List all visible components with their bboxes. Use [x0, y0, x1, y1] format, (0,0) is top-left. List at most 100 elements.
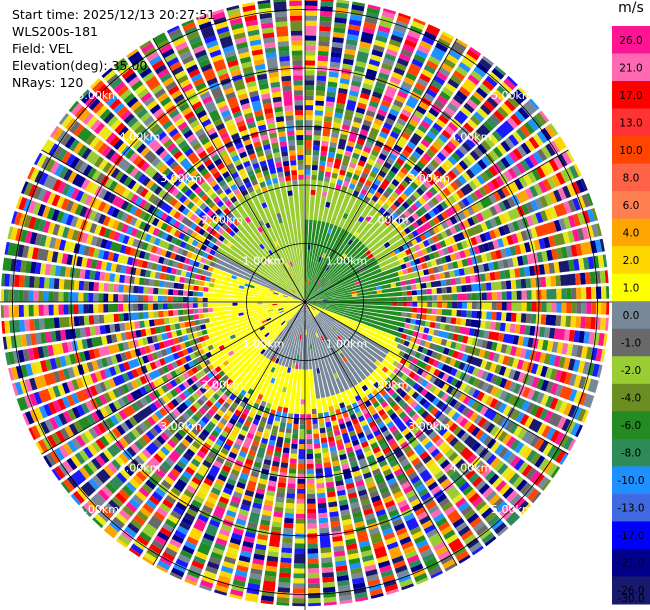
ray-gates — [201, 486, 245, 584]
ray-gates — [116, 409, 225, 549]
ray-gates — [415, 394, 424, 403]
ray-gates — [218, 370, 226, 378]
ray-gates — [54, 414, 120, 461]
ray-gates — [138, 221, 183, 247]
ray-gates — [286, 423, 293, 429]
ray-gates — [364, 141, 374, 149]
ray-gates — [175, 191, 195, 210]
ray-gates — [178, 405, 244, 507]
ray-gates — [571, 302, 577, 314]
ray-gates — [170, 398, 180, 408]
ray-gates — [326, 15, 394, 224]
ray-gates — [438, 114, 449, 125]
ray-gates — [395, 40, 433, 104]
ray-gates — [445, 196, 516, 237]
ray-gates — [496, 290, 527, 300]
ray-gates — [42, 190, 138, 237]
ray-gates — [120, 89, 304, 300]
colorbar-tick-label: 0.0 — [623, 310, 640, 322]
ray-gates — [143, 96, 236, 211]
ray-gates — [385, 536, 397, 546]
ray-gates — [130, 120, 303, 300]
ray-gates — [320, 437, 348, 572]
ray-gates — [419, 469, 484, 556]
ray-gates — [40, 349, 96, 373]
ray-gates — [389, 203, 480, 257]
ray-gates — [274, 407, 289, 453]
ray-gates — [196, 163, 206, 173]
ray-gates — [174, 70, 200, 106]
ray-gates — [480, 359, 583, 404]
ray-gates — [177, 204, 225, 242]
colorbar-swatch — [612, 218, 650, 247]
ray-gates — [74, 348, 101, 364]
ray-gates — [362, 396, 453, 536]
ray-gates — [264, 42, 283, 108]
ray-gates — [169, 324, 176, 331]
ring-label: 5.00km — [491, 503, 533, 516]
ray-gates — [241, 2, 264, 61]
ray-gates — [208, 302, 303, 339]
ray-gates — [145, 424, 163, 441]
ray-gates — [352, 53, 397, 160]
ray-gates — [165, 250, 182, 262]
ray-gates — [305, 105, 314, 111]
ray-gates — [166, 366, 222, 411]
ray-gates — [152, 32, 205, 115]
ray-gates — [113, 57, 126, 68]
ray-gates — [334, 475, 361, 565]
ray-gates — [399, 230, 575, 281]
ray-gates — [253, 141, 262, 148]
ray-gates — [71, 469, 87, 486]
ray-gates — [402, 328, 457, 349]
ray-gates — [377, 438, 406, 481]
ray-gates — [187, 309, 194, 315]
ray-gates — [90, 381, 157, 423]
ray-gates — [18, 303, 198, 317]
ray-gates — [369, 150, 499, 253]
ray-gates — [412, 191, 558, 259]
ray-gates — [307, 255, 600, 302]
ray-gates — [563, 436, 574, 450]
ray-gates — [192, 142, 202, 151]
ray-gates — [445, 54, 459, 65]
ray-gates — [383, 495, 426, 578]
ray-gates — [372, 400, 404, 442]
ray-gates — [137, 88, 304, 300]
ray-gates — [166, 57, 247, 192]
ray-gates — [94, 321, 140, 336]
ray-gates — [363, 21, 377, 30]
ray-gates — [450, 388, 502, 424]
ray-gates — [41, 139, 131, 199]
ray-gates — [516, 145, 527, 158]
ray-gates — [269, 132, 279, 149]
ray-gates — [305, 304, 317, 524]
ray-gates — [541, 479, 552, 491]
ray-gates — [284, 418, 299, 524]
ray-gates — [274, 156, 284, 178]
ray-gates — [576, 345, 583, 358]
ray-gates — [481, 339, 508, 354]
ray-gates — [450, 74, 463, 85]
ring-label: 2.00km — [202, 213, 244, 226]
ray-gates — [132, 405, 154, 424]
ray-gates — [143, 303, 163, 311]
ray-gates — [388, 91, 485, 203]
ray-gates — [464, 345, 558, 381]
ray-gates — [361, 467, 413, 588]
ray-gates — [342, 4, 365, 66]
ray-gates — [340, 164, 348, 172]
ray-gates — [376, 455, 395, 481]
ray-gates — [207, 376, 218, 388]
ray-gates — [414, 416, 462, 466]
ray-gates — [336, 392, 344, 404]
ray-gates — [417, 294, 453, 301]
ray-gates — [156, 112, 212, 180]
ray-gates — [451, 100, 538, 177]
ray-gates — [160, 135, 170, 145]
ray-gates — [489, 321, 595, 345]
ray-gates — [299, 429, 305, 440]
ray-gates — [306, 54, 426, 300]
ray-gates — [229, 304, 303, 382]
ray-gates — [420, 84, 440, 107]
